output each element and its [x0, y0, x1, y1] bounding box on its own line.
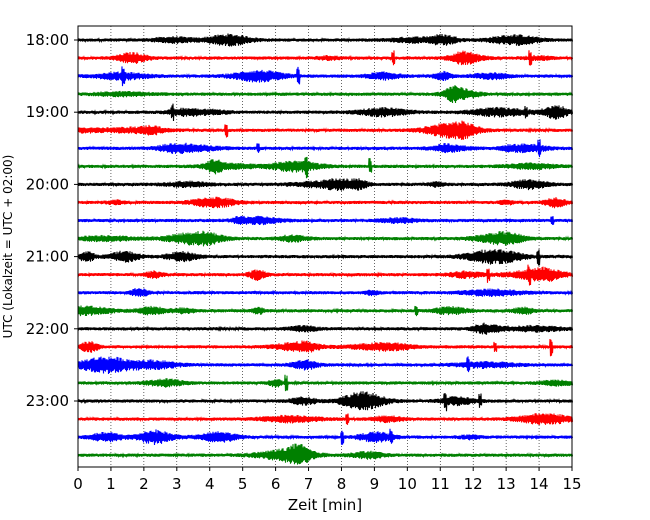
trace-1930: [77, 139, 574, 158]
trace-2300: [77, 391, 574, 412]
trace-2130: [77, 288, 574, 297]
trace-group: [77, 33, 574, 465]
trace-1800: [77, 33, 574, 47]
trace-2100: [77, 249, 574, 266]
x-tick-label: 4: [205, 475, 215, 493]
trace-2015: [77, 196, 574, 209]
trace-2045: [77, 230, 574, 247]
trace-2215: [77, 338, 574, 357]
x-axis-ticks: 0 1 2 3 4 5 6 7 8 9 10 11 12 13 14 15: [73, 467, 582, 493]
trace-2345: [77, 443, 574, 465]
x-tick-label: 6: [271, 475, 281, 493]
x-tick-label: 1: [106, 475, 116, 493]
y-tick-label: 23:00: [26, 392, 69, 410]
x-tick-label: 15: [562, 475, 581, 493]
x-tick-label: 10: [398, 475, 417, 493]
trace-2200: [77, 322, 574, 335]
y-tick-label: 22:00: [26, 320, 69, 338]
y-tick-label: 20:00: [26, 175, 69, 193]
y-tick-label: 19:00: [26, 103, 69, 121]
y-axis-label: UTC (Lokalzeit = UTC + 02:00): [1, 155, 15, 339]
trace-2145: [77, 305, 574, 317]
trace-2230: [77, 356, 574, 374]
trace-1845: [77, 85, 574, 104]
trace-1900: [77, 103, 574, 122]
trace-2000: [77, 178, 574, 192]
x-tick-label: 3: [172, 475, 182, 493]
x-tick-label: 2: [139, 475, 149, 493]
trace-1915: [77, 120, 574, 140]
x-tick-label: 0: [73, 475, 83, 493]
x-tick-label: 13: [497, 475, 516, 493]
trace-2115: [77, 264, 574, 286]
x-axis-label: Zeit [min]: [288, 496, 362, 514]
y-tick-label: 21:00: [26, 248, 69, 266]
trace-2330: [77, 428, 574, 446]
y-tick-label: 18:00: [26, 31, 69, 49]
y-axis-ticks: 18:00 19:00 20:00 21:00 22:00 23:00: [26, 31, 78, 410]
trace-2245: [77, 374, 574, 392]
x-tick-label: 5: [238, 475, 248, 493]
trace-1830: [77, 66, 574, 87]
x-tick-label: 8: [337, 475, 347, 493]
x-tick-label: 14: [530, 475, 549, 493]
trace-1945: [77, 156, 574, 179]
plot-frame: [77, 25, 573, 468]
x-tick-label: 7: [304, 475, 314, 493]
trace-1815: [77, 50, 574, 66]
x-tick-label: 9: [370, 475, 380, 493]
trace-2315: [77, 413, 574, 425]
x-tick-label: 12: [464, 475, 483, 493]
x-tick-label: 11: [431, 475, 450, 493]
trace-2030: [77, 215, 574, 226]
